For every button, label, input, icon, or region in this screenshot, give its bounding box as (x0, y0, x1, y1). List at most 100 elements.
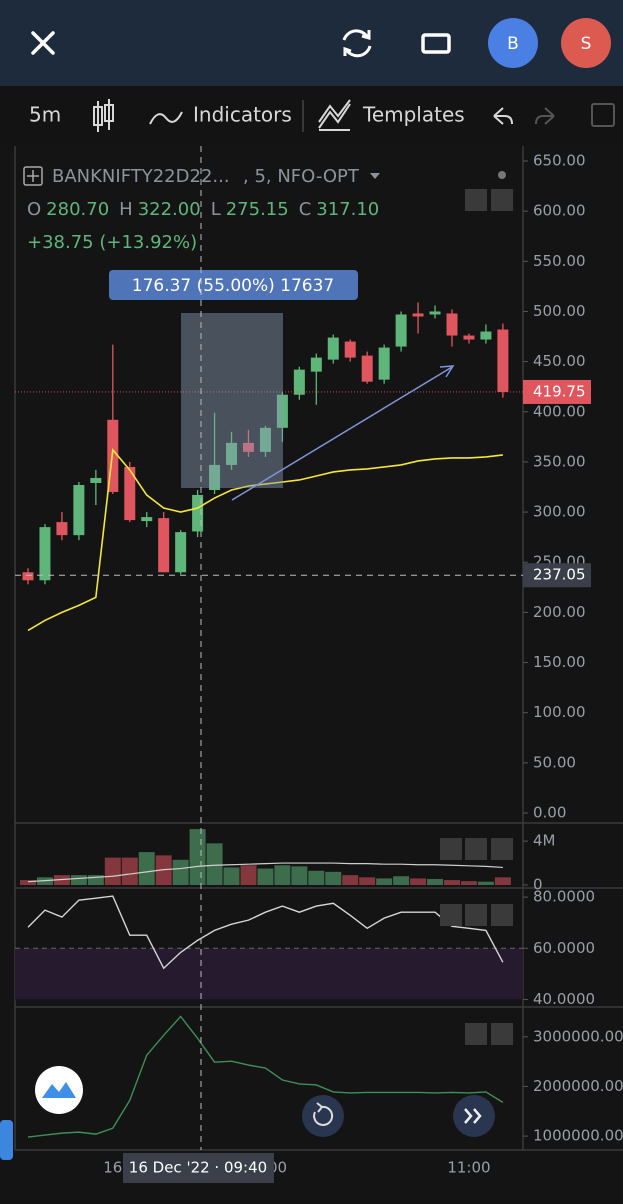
candle-body (73, 484, 85, 536)
indicators-icon (149, 111, 183, 125)
redo-button[interactable] (535, 107, 555, 125)
last-price-tag (523, 379, 591, 404)
y-tick-label: 100.00 (533, 703, 586, 721)
last-price-label: 419.75 (533, 382, 586, 400)
candle-body (141, 517, 153, 522)
y-tick-label: 3000000.00 (533, 1027, 623, 1045)
crosshair-price-label: 237.05 (533, 566, 586, 584)
candle-body (124, 466, 136, 521)
legend-toggle[interactable] (23, 166, 43, 186)
candle-body (446, 313, 458, 336)
candle-body (192, 494, 204, 532)
volume-bar (477, 881, 494, 885)
ohlc-label: O (27, 199, 41, 220)
pane-button[interactable] (440, 838, 462, 860)
undo-button[interactable] (493, 107, 513, 125)
y-tick-label: 350.00 (533, 452, 586, 470)
measure-label-box (109, 270, 358, 300)
volume-ma (27, 862, 503, 883)
y-tick-label: 400.00 (533, 402, 586, 420)
indicator-line (27, 895, 504, 970)
interval-button[interactable]: 5m (29, 103, 61, 127)
symbol-interval: , 5, NFO-OPT (243, 166, 360, 187)
pane-button[interactable] (465, 1023, 487, 1045)
templates-icon (318, 99, 351, 131)
crosshair-time-box (123, 1153, 274, 1183)
candle-body (293, 369, 305, 395)
y-tick-label: 450.00 (533, 352, 586, 370)
crosshair-time: 16 Dec '22 · 09:40 (129, 1159, 267, 1177)
volume-bar (410, 878, 427, 885)
candle-body (39, 527, 51, 581)
reset-icon (313, 1102, 334, 1126)
layout-button[interactable] (421, 33, 451, 54)
candle-body (463, 335, 475, 340)
y-tick-label: 300.00 (533, 503, 586, 521)
y-tick-label: 80.0000 (533, 888, 595, 906)
volume-bar (138, 852, 155, 885)
select-button[interactable] (591, 103, 615, 127)
candle-body (361, 355, 373, 382)
volume-bar (274, 865, 291, 885)
volume-bar (121, 857, 138, 885)
pane-button[interactable] (465, 838, 487, 860)
candle-body (429, 311, 441, 315)
pane-button[interactable] (465, 189, 487, 211)
candle-body (242, 442, 254, 452)
logo-icon (42, 1082, 76, 1098)
volume-bar (291, 866, 308, 885)
measure-box (181, 313, 283, 488)
logo-button[interactable] (35, 1066, 83, 1114)
pane-button[interactable] (491, 838, 513, 860)
arrow-head (439, 365, 455, 378)
volume-bar (444, 880, 460, 885)
pane-button[interactable] (491, 189, 513, 211)
y-tick-label: 0 (533, 876, 543, 894)
measure-label: 176.37 (55.00%) 17637 (132, 276, 334, 296)
volume-bar (393, 876, 410, 885)
pane-buttons (440, 189, 513, 1045)
pane-button[interactable] (491, 1023, 513, 1045)
indicators-button[interactable]: Indicators (193, 103, 292, 127)
ohlc-value: 280.70 (46, 199, 109, 220)
volume-bar (257, 868, 274, 885)
volume-bar (20, 880, 36, 885)
candle-body (344, 341, 356, 358)
templates-button[interactable]: Templates (362, 103, 465, 127)
ohlc-value: 275.15 (226, 199, 289, 220)
refresh-button[interactable] (342, 29, 372, 58)
status-dot (498, 171, 506, 179)
close-button[interactable] (31, 31, 55, 55)
candle-body (276, 394, 288, 428)
pane-button[interactable] (440, 904, 462, 926)
buy-button[interactable] (488, 18, 538, 68)
candle-body (497, 329, 509, 392)
volume-bar (240, 865, 257, 885)
pane-button[interactable] (491, 904, 513, 926)
ohlc-value: 317.10 (316, 199, 379, 220)
candle-body (310, 357, 322, 372)
sell-button[interactable] (561, 18, 611, 68)
candle-body (56, 522, 68, 536)
side-tab[interactable] (0, 1120, 13, 1160)
scroll-right-button[interactable] (453, 1095, 495, 1137)
ohlc-legend: O 280.70 H 322.00 L 275.15 C 317.10 (27, 199, 379, 220)
y-tick-label: 650.00 (533, 152, 586, 170)
x-tick-label: 11:00 (447, 1159, 490, 1177)
reset-button[interactable] (302, 1095, 344, 1137)
symbol-dropdown[interactable] (370, 173, 380, 179)
y-tick-label: 4M (533, 832, 556, 850)
y-tick-label: 150.00 (533, 653, 586, 671)
plus-icon (27, 170, 39, 182)
pane-button[interactable] (465, 904, 487, 926)
candle-body (226, 442, 238, 465)
y-tick-label: 550.00 (533, 252, 586, 270)
y-tick-label: 1000000.00 (533, 1127, 623, 1145)
volume-bar (223, 867, 240, 885)
y-tick-label: 2000000.00 (533, 1077, 623, 1095)
y-tick-label: 200.00 (533, 603, 586, 621)
chart-type-button[interactable] (93, 99, 114, 132)
